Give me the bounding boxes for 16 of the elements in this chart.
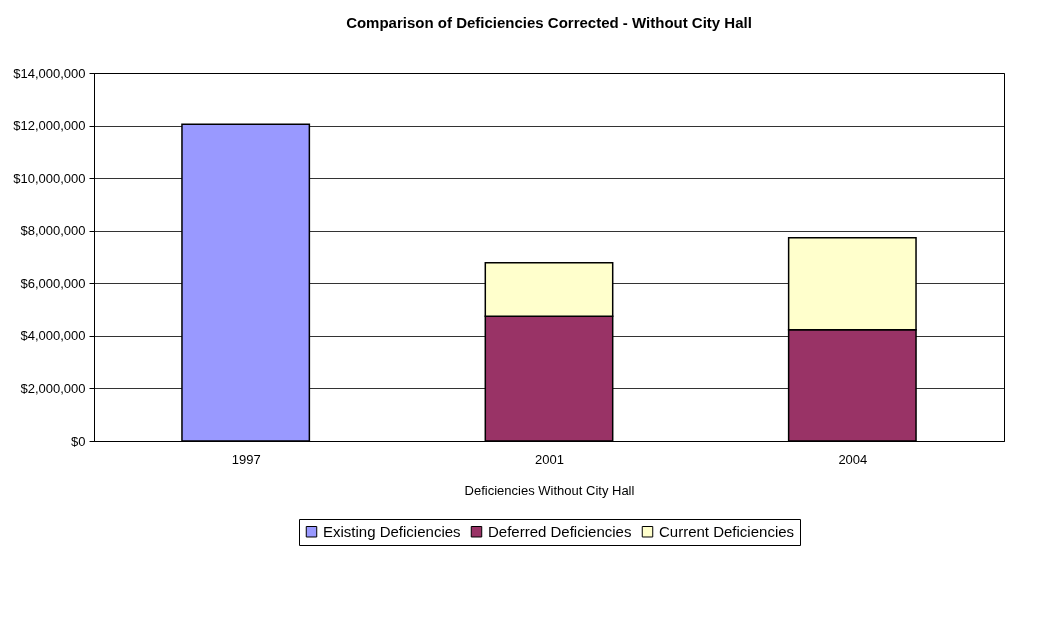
y-tick-label: $6,000,000 (20, 275, 86, 291)
y-tick-label: $8,000,000 (20, 223, 86, 239)
legend-label: Existing Deficiencies (323, 522, 461, 540)
y-tick-label: $14,000,000 (13, 65, 86, 81)
legend-label: Deferred Deficiencies (488, 522, 632, 540)
legend-label: Current Deficiencies (659, 522, 795, 540)
x-axis-title: Deficiencies Without City Hall (464, 482, 635, 498)
y-tick-label: $0 (71, 433, 86, 449)
y-tick-label: $12,000,000 (13, 118, 86, 134)
x-tick-label: 2004 (838, 451, 868, 467)
x-tick-label: 2001 (535, 451, 564, 467)
chart-title: Comparison of Deficiencies Corrected - Without City Hall (346, 14, 752, 31)
y-tick-label: $10,000,000 (13, 170, 86, 186)
x-tick-label: 1997 (231, 451, 261, 467)
y-tick-label: $4,000,000 (20, 328, 86, 344)
y-tick-label: $2,000,000 (20, 380, 86, 396)
